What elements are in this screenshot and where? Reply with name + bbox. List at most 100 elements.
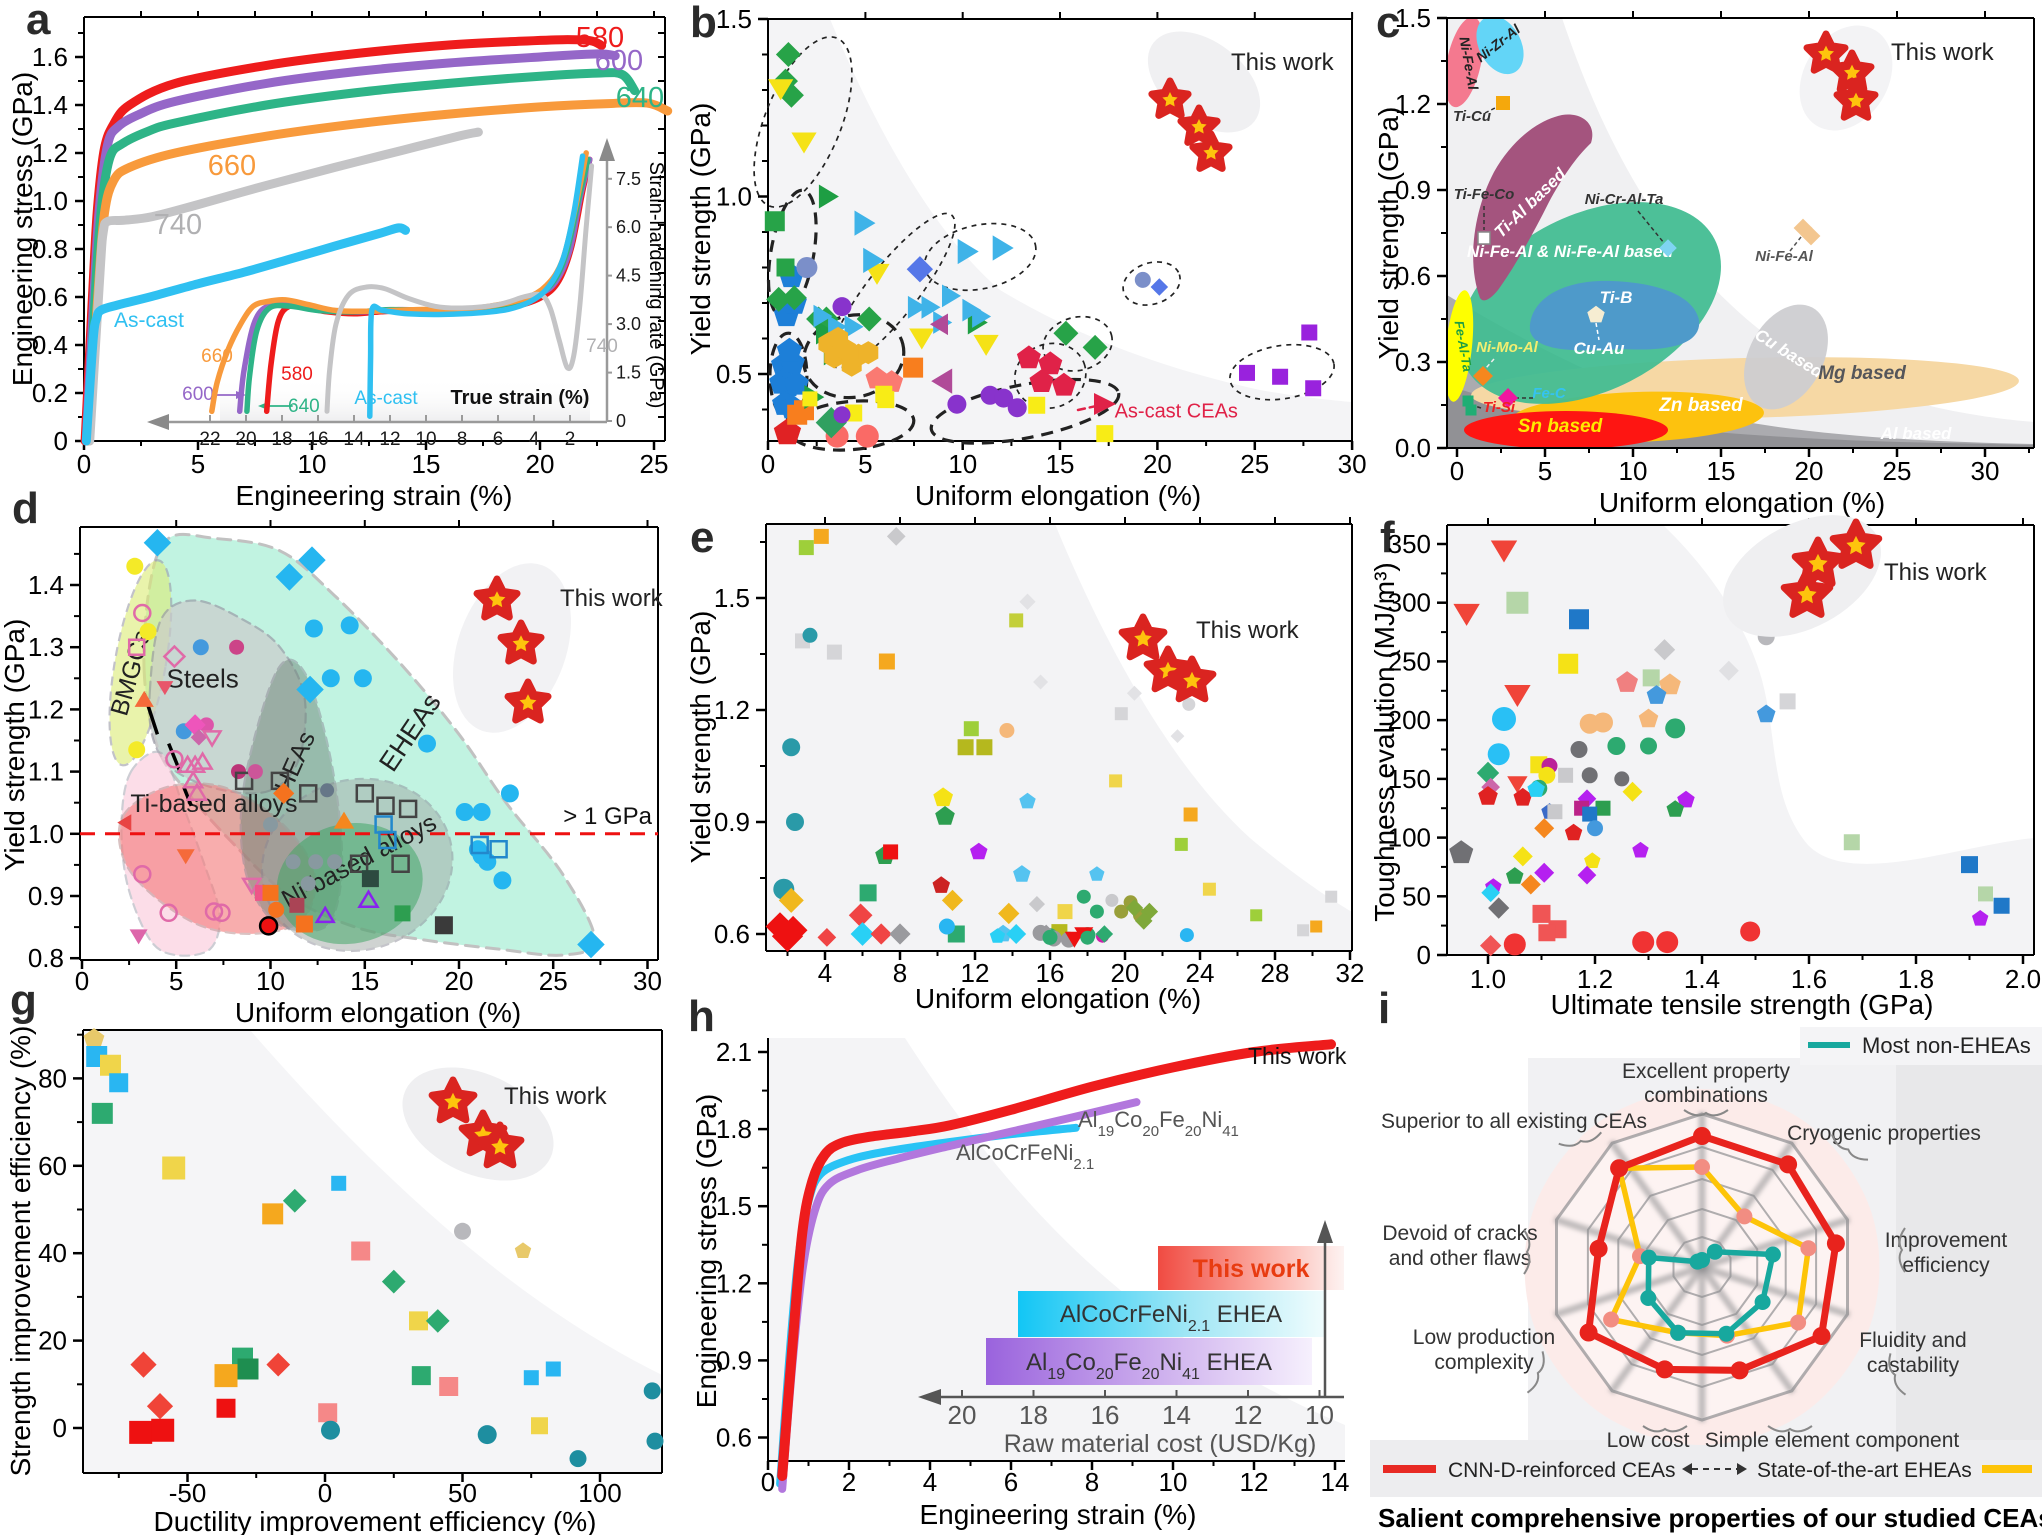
svg-text:Ni-Cr-Al-Ta: Ni-Cr-Al-Ta xyxy=(1585,191,1664,208)
svg-text:1.3: 1.3 xyxy=(28,632,64,662)
svg-text:Engineering strain (%): Engineering strain (%) xyxy=(919,1499,1196,1530)
svg-text:4: 4 xyxy=(529,429,540,450)
svg-text:0.6: 0.6 xyxy=(714,919,750,949)
svg-text:0.2: 0.2 xyxy=(32,378,68,408)
svg-text:Simple element component: Simple element component xyxy=(1705,1429,1960,1452)
svg-text:Ni-Fe-Al: Ni-Fe-Al xyxy=(1755,248,1813,265)
svg-text:2: 2 xyxy=(842,1467,856,1497)
svg-text:e: e xyxy=(690,513,714,562)
svg-text:24: 24 xyxy=(1186,958,1215,988)
svg-text:This work: This work xyxy=(1248,1043,1347,1069)
svg-text:5: 5 xyxy=(858,449,872,479)
svg-text:8: 8 xyxy=(1085,1467,1099,1497)
svg-text:1.4: 1.4 xyxy=(28,570,64,600)
svg-text:20: 20 xyxy=(235,429,256,450)
svg-text:1.2: 1.2 xyxy=(1395,89,1431,119)
svg-text:> 1 GPa: > 1 GPa xyxy=(563,803,652,830)
svg-text:15: 15 xyxy=(1707,456,1736,486)
svg-text:Most non-EHEAs: Most non-EHEAs xyxy=(1862,1033,2031,1058)
svg-text:1.2: 1.2 xyxy=(32,138,68,168)
svg-text:640: 640 xyxy=(616,82,664,114)
svg-text:20: 20 xyxy=(1795,456,1824,486)
svg-text:This work: This work xyxy=(1196,617,1300,644)
svg-text:Fe-C: Fe-C xyxy=(1532,385,1567,402)
svg-text:12: 12 xyxy=(1240,1467,1269,1497)
svg-text:0: 0 xyxy=(75,966,89,996)
svg-text:Steels: Steels xyxy=(167,664,239,694)
svg-text:50: 50 xyxy=(1402,881,1431,911)
svg-text:0.4: 0.4 xyxy=(32,330,68,360)
svg-text:Uniform elongation (%): Uniform elongation (%) xyxy=(915,983,1201,1014)
svg-text:100: 100 xyxy=(1388,823,1431,853)
svg-text:1.2: 1.2 xyxy=(1577,964,1613,994)
svg-text:32: 32 xyxy=(1336,958,1365,988)
svg-text:As-cast: As-cast xyxy=(114,309,184,332)
svg-text:1.2: 1.2 xyxy=(28,694,64,724)
svg-text:0: 0 xyxy=(318,1478,332,1508)
svg-text:b: b xyxy=(690,0,717,47)
svg-text:580: 580 xyxy=(281,364,313,385)
svg-text:castability: castability xyxy=(1867,1354,1960,1377)
svg-text:740: 740 xyxy=(586,336,618,357)
svg-text:Strength improvement efficienc: Strength improvement efficiency (%) xyxy=(5,1026,36,1477)
svg-text:complexity: complexity xyxy=(1434,1351,1534,1374)
svg-text:g: g xyxy=(10,976,37,1025)
svg-text:1.0: 1.0 xyxy=(28,819,64,849)
svg-text:40: 40 xyxy=(38,1238,67,1268)
svg-text:4.5: 4.5 xyxy=(616,266,641,286)
svg-text:1.0: 1.0 xyxy=(1470,964,1506,994)
svg-text:1.5: 1.5 xyxy=(716,4,752,34)
svg-text:c: c xyxy=(1376,0,1400,47)
svg-text:Yield strength (GPa): Yield strength (GPa) xyxy=(1373,107,1404,360)
svg-text:14: 14 xyxy=(1321,1467,1350,1497)
svg-text:15: 15 xyxy=(350,966,379,996)
svg-text:25: 25 xyxy=(539,966,568,996)
svg-text:Yield strength (GPa): Yield strength (GPa) xyxy=(0,619,30,872)
svg-text:0.8: 0.8 xyxy=(28,943,64,973)
svg-text:Yield strength (GPa): Yield strength (GPa) xyxy=(685,611,716,864)
svg-text:1.5: 1.5 xyxy=(716,1191,752,1221)
svg-text:State-of-the-art EHEAs: State-of-the-art EHEAs xyxy=(1757,1459,1972,1482)
svg-text:Strain-hardening rate (GPa): Strain-hardening rate (GPa) xyxy=(645,162,667,409)
svg-text:Ti-based alloys: Ti-based alloys xyxy=(130,790,297,818)
svg-text:1.6: 1.6 xyxy=(32,42,68,72)
svg-text:18: 18 xyxy=(271,429,292,450)
svg-text:Ni-Fe-Al & Ni-Fe-Al based: Ni-Fe-Al & Ni-Fe-Al based xyxy=(1467,242,1674,261)
svg-text:3.0: 3.0 xyxy=(616,314,641,334)
svg-text:1.6: 1.6 xyxy=(1791,964,1827,994)
svg-text:Ti-Si: Ti-Si xyxy=(1483,399,1516,416)
svg-text:Fluidity and: Fluidity and xyxy=(1859,1329,1966,1352)
svg-text:Salient comprehensive properti: Salient comprehensive properties of our … xyxy=(1378,1503,2042,1533)
svg-text:5: 5 xyxy=(169,966,183,996)
svg-text:20: 20 xyxy=(526,449,555,479)
svg-text:22: 22 xyxy=(199,429,220,450)
svg-text:Ni-Mo-Al: Ni-Mo-Al xyxy=(1476,339,1538,356)
svg-text:0.3: 0.3 xyxy=(1395,347,1431,377)
svg-text:Toughness evalution (MJ/m³): Toughness evalution (MJ/m³) xyxy=(1369,562,1400,921)
svg-text:1.5: 1.5 xyxy=(714,583,750,613)
svg-text:15: 15 xyxy=(1046,449,1075,479)
svg-text:1.8: 1.8 xyxy=(716,1114,752,1144)
svg-text:25: 25 xyxy=(640,449,669,479)
svg-text:0.9: 0.9 xyxy=(714,807,750,837)
svg-text:18: 18 xyxy=(1019,1400,1048,1430)
svg-text:580: 580 xyxy=(576,22,624,54)
svg-text:7.5: 7.5 xyxy=(616,169,641,189)
svg-text:1.5: 1.5 xyxy=(1395,3,1431,33)
svg-text:-50: -50 xyxy=(169,1478,207,1508)
svg-text:This work: This work xyxy=(560,585,664,612)
svg-text:12: 12 xyxy=(1234,1400,1263,1430)
svg-text:8: 8 xyxy=(893,958,907,988)
svg-text:20: 20 xyxy=(1143,449,1172,479)
svg-text:Uniform elongation (%): Uniform elongation (%) xyxy=(1599,487,1885,518)
svg-text:Ductility improvement efficien: Ductility improvement efficiency (%) xyxy=(154,1506,597,1535)
svg-text:0: 0 xyxy=(761,1467,775,1497)
svg-text:Low production: Low production xyxy=(1413,1326,1555,1349)
svg-text:6: 6 xyxy=(493,429,504,450)
svg-text:2: 2 xyxy=(565,429,576,450)
svg-text:h: h xyxy=(688,992,715,1041)
svg-text:60: 60 xyxy=(38,1151,67,1181)
svg-text:Uniform elongation (%): Uniform elongation (%) xyxy=(235,997,521,1028)
svg-text:6.0: 6.0 xyxy=(616,217,641,237)
svg-text:740: 740 xyxy=(154,209,202,241)
